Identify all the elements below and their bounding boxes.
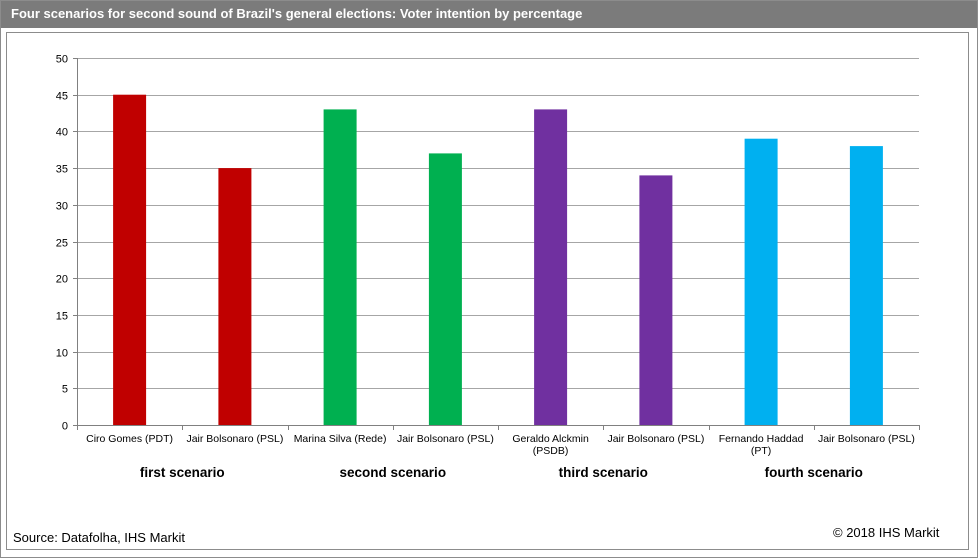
plot-border [6, 32, 969, 550]
x-category-label: Jair Bolsonaro (PSL) [818, 433, 915, 445]
y-tick-label: 10 [56, 348, 68, 360]
source-note: Source: Datafolha, IHS Markit [13, 530, 185, 545]
bar-2 [218, 168, 252, 425]
bar-6 [639, 175, 673, 425]
y-tick-label: 40 [56, 127, 68, 139]
title-bar: Four scenarios for second sound of Brazi… [1, 1, 977, 28]
y-tick-label: 35 [56, 164, 68, 176]
y-tick-label: 50 [56, 54, 68, 66]
bar-7 [744, 138, 778, 425]
bar-5 [534, 109, 568, 426]
x-category-label: Jair Bolsonaro (PSL) [186, 433, 283, 445]
y-tick-label: 20 [56, 274, 68, 286]
scenario-group-label: third scenario [559, 465, 648, 480]
y-tick-label: 0 [62, 421, 68, 433]
y-tick-label: 30 [56, 201, 68, 213]
y-tick-label: 5 [62, 384, 68, 396]
copyright-note: © 2018 IHS Markit [833, 525, 940, 540]
y-tick-label: 45 [56, 91, 68, 103]
bar-3 [323, 109, 357, 426]
x-category-label: Marina Silva (Rede) [294, 433, 387, 445]
scenario-group-label: second scenario [340, 465, 447, 480]
y-tick-label: 25 [56, 238, 68, 250]
x-category-label: Fernando Haddad [719, 433, 804, 445]
bar-1 [113, 94, 147, 425]
x-category-label: Geraldo Alckmin [512, 433, 589, 445]
bar-8 [849, 146, 883, 425]
chart-title: Four scenarios for second sound of Brazi… [11, 6, 583, 21]
x-category-label: Jair Bolsonaro (PSL) [397, 433, 494, 445]
bar-4 [428, 153, 462, 425]
x-category-label: Ciro Gomes (PDT) [86, 433, 173, 445]
scenario-group-label: fourth scenario [765, 465, 863, 480]
scenario-group-label: first scenario [140, 465, 225, 480]
y-tick-label: 15 [56, 311, 68, 323]
x-category-label: (PSDB) [533, 445, 569, 457]
x-category-label: (PT) [751, 445, 771, 457]
x-category-label: Jair Bolsonaro (PSL) [607, 433, 704, 445]
